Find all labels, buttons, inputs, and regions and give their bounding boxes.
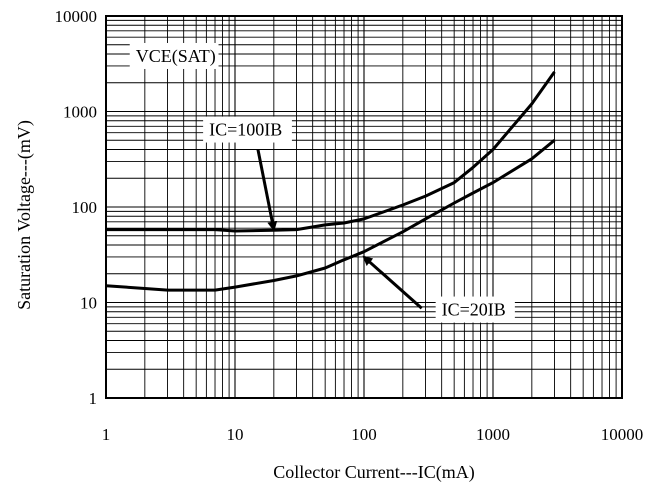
y-tick-label: 10000 — [55, 7, 98, 26]
plot-frame — [105, 15, 623, 399]
series-lines — [105, 71, 556, 292]
annotations: VCE(SAT) IC=100IB IC=20IB — [129, 42, 515, 323]
x-tick-label: 10 — [227, 425, 244, 444]
x-tick-labels: 1 10 100 1000 10000 — [102, 425, 644, 444]
x-tick-label: 1 — [102, 425, 111, 444]
grid — [106, 16, 622, 398]
annotation-box-1 — [129, 42, 219, 69]
series-line-1 — [106, 71, 556, 233]
annotation-label-3: IC=20IB — [442, 300, 506, 320]
annotation-label-1: VCE(SAT) — [136, 46, 216, 67]
x-tick-label: 1000 — [476, 425, 510, 444]
y-axis-title: Saturation Voltage---(mV) — [14, 120, 35, 310]
series-line-2 — [105, 139, 556, 292]
x-tick-label: 10000 — [601, 425, 644, 444]
annotation-box-2 — [203, 116, 292, 143]
y-tick-label: 100 — [72, 198, 98, 217]
x-axis-title: Collector Current---IC(mA) — [273, 462, 474, 483]
annotation-box-3 — [435, 296, 515, 323]
x-tick-label: 100 — [351, 425, 377, 444]
y-tick-label: 10 — [80, 294, 97, 313]
y-tick-label: 1 — [89, 389, 98, 408]
annotation-arrow-2 — [256, 149, 278, 232]
y-tick-labels: 1 10 100 1000 10000 — [55, 7, 98, 408]
annotation-arrow-3 — [362, 255, 423, 310]
y-tick-label: 1000 — [63, 103, 97, 122]
annotation-label-2: IC=100IB — [209, 120, 282, 140]
